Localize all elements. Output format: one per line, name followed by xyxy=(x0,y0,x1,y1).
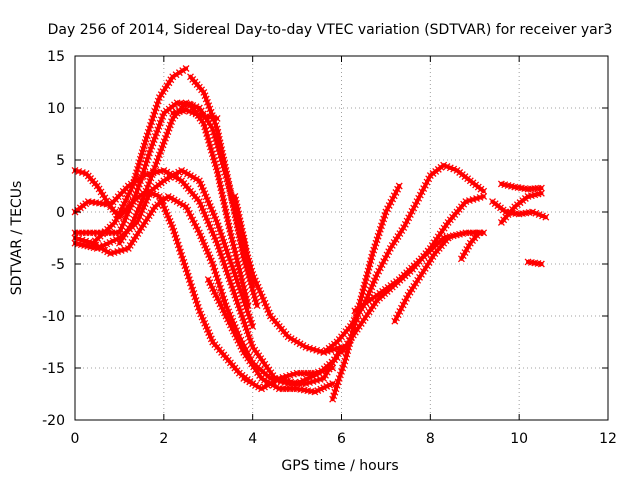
y-tick-label: -15 xyxy=(42,361,65,377)
data-point xyxy=(249,322,257,330)
x-tick-label: 6 xyxy=(337,431,346,447)
data-point xyxy=(537,260,545,268)
data-point xyxy=(175,69,183,77)
data-point xyxy=(537,189,545,197)
y-tick-label: -10 xyxy=(42,309,65,325)
series-track-k xyxy=(169,106,221,122)
series-track-v xyxy=(524,258,545,268)
data-point xyxy=(395,182,403,190)
x-tick-label: 4 xyxy=(248,431,257,447)
data-point xyxy=(537,184,545,192)
series-track-d xyxy=(71,192,345,388)
data-point xyxy=(244,302,252,310)
y-tick-label: 0 xyxy=(56,205,65,221)
series-track-m xyxy=(329,182,403,403)
x-tick-label: 0 xyxy=(71,431,80,447)
series-track-q xyxy=(351,229,488,315)
data-point xyxy=(172,71,180,79)
data-point xyxy=(253,302,261,310)
data-point xyxy=(213,114,221,122)
data-point xyxy=(182,65,190,72)
series-track-s xyxy=(497,180,545,193)
x-tick-label: 8 xyxy=(426,431,435,447)
x-tick-label: 12 xyxy=(599,431,617,447)
x-tick-label: 10 xyxy=(510,431,528,447)
series-track-g xyxy=(89,65,190,247)
y-tick-label: 15 xyxy=(47,49,65,65)
data-point xyxy=(249,281,257,289)
series-track-l xyxy=(231,192,257,289)
data-point xyxy=(480,187,488,195)
y-tick-label: 10 xyxy=(47,101,65,117)
data-point xyxy=(179,67,187,75)
data-series xyxy=(71,65,550,403)
y-tick-label: -20 xyxy=(42,413,65,429)
y-tick-label: 5 xyxy=(56,153,65,169)
x-tick-label: 2 xyxy=(159,431,168,447)
x-axis-label: GPS time / hours xyxy=(281,458,398,474)
data-point xyxy=(542,213,550,221)
y-axis-label: SDTVAR / TECUs xyxy=(9,181,25,296)
data-point xyxy=(475,229,483,237)
data-point xyxy=(329,380,337,388)
series-track-r xyxy=(457,229,483,263)
chart-title: Day 256 of 2014, Sidereal Day-to-day VTE… xyxy=(48,22,613,38)
series-track-j xyxy=(240,364,337,393)
y-tick-label: -5 xyxy=(51,257,65,273)
data-point xyxy=(480,192,488,200)
data-point xyxy=(169,73,177,81)
series-track-u xyxy=(497,189,545,226)
data-point xyxy=(329,364,337,372)
axis-ticks: 0 2 4 6 8 10 12 -20 -15 -10 -5 0 5 10 15 xyxy=(42,49,617,447)
